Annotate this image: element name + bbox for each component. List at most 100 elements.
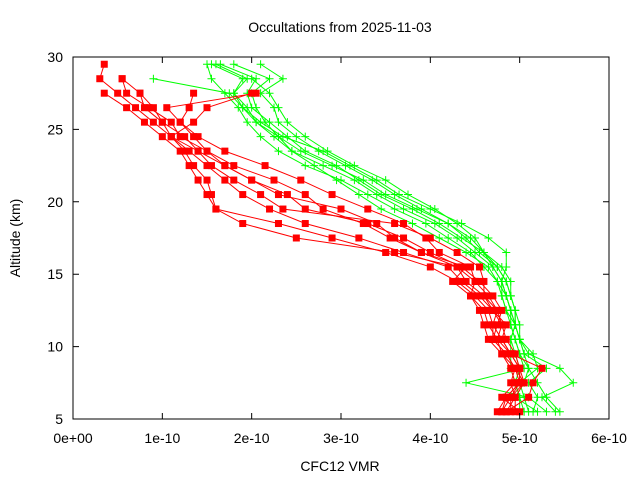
square-point xyxy=(511,379,519,387)
plus-point xyxy=(390,205,399,214)
plus-point xyxy=(520,349,529,358)
plus-point xyxy=(484,262,493,271)
square-point xyxy=(292,234,300,242)
square-point xyxy=(453,248,461,256)
y-axis-label: Altitude (km) xyxy=(7,199,23,278)
square-point xyxy=(176,133,184,141)
square-point xyxy=(400,248,408,256)
plus-point xyxy=(529,349,538,358)
square-point xyxy=(475,263,483,271)
square-point xyxy=(149,118,157,126)
green-series-3 xyxy=(149,74,551,416)
plus-point xyxy=(430,205,439,214)
square-point xyxy=(297,176,305,184)
y-tick-label: 20 xyxy=(47,194,63,210)
square-point xyxy=(230,162,238,170)
square-point xyxy=(422,234,430,242)
plus-point xyxy=(310,161,319,170)
square-point xyxy=(261,162,269,170)
square-point xyxy=(511,393,519,401)
square-point xyxy=(489,306,497,314)
square-point xyxy=(498,335,506,343)
plus-point xyxy=(471,234,479,242)
plus-point xyxy=(524,364,533,373)
square-point xyxy=(140,104,148,112)
square-point xyxy=(266,205,274,213)
plus-point xyxy=(265,74,274,83)
square-point xyxy=(480,306,488,314)
square-point xyxy=(194,147,202,155)
square-point xyxy=(185,147,193,155)
plus-point xyxy=(542,407,551,416)
plus-point xyxy=(301,132,310,141)
square-point xyxy=(190,162,198,170)
plus-point xyxy=(435,234,444,242)
square-point xyxy=(493,335,501,343)
square-point xyxy=(449,277,457,285)
plus-point xyxy=(332,161,341,170)
plus-point xyxy=(354,176,363,185)
x-tick-label: 4e-10 xyxy=(412,430,448,446)
square-point xyxy=(167,133,175,141)
green-series-line xyxy=(215,63,548,412)
square-point xyxy=(221,162,229,170)
square-point xyxy=(270,176,278,184)
square-point xyxy=(484,292,492,300)
square-point xyxy=(493,306,501,314)
square-point xyxy=(100,60,108,68)
square-point xyxy=(190,133,198,141)
plus-point xyxy=(332,176,341,185)
square-point xyxy=(132,104,140,112)
square-point xyxy=(230,176,238,184)
square-point xyxy=(507,393,515,401)
square-point xyxy=(498,408,506,416)
square-point xyxy=(239,220,247,228)
y-tick-label: 25 xyxy=(47,121,63,137)
square-point xyxy=(471,277,479,285)
plus-point xyxy=(502,248,511,257)
square-point xyxy=(475,277,483,285)
x-tick-label: 6e-10 xyxy=(591,430,627,446)
square-point xyxy=(283,191,291,199)
square-point xyxy=(163,104,171,112)
plus-point xyxy=(292,132,301,141)
square-point xyxy=(301,191,309,199)
plus-point xyxy=(247,103,256,112)
square-point xyxy=(502,393,510,401)
square-point xyxy=(462,277,470,285)
green-series-line xyxy=(251,78,539,412)
square-point xyxy=(391,248,399,256)
plus-point xyxy=(238,74,247,83)
square-point xyxy=(471,292,479,300)
square-point xyxy=(502,321,510,329)
square-point xyxy=(516,408,524,416)
plus-point xyxy=(511,306,520,315)
plus-point xyxy=(421,219,430,228)
square-point xyxy=(248,176,256,184)
square-point xyxy=(458,277,466,285)
plus-point xyxy=(274,103,283,112)
plus-point xyxy=(216,60,225,69)
square-point xyxy=(502,335,510,343)
square-point xyxy=(301,205,309,213)
square-point xyxy=(203,147,211,155)
square-point xyxy=(279,205,287,213)
plus-point xyxy=(395,190,404,199)
square-point xyxy=(426,234,434,242)
green-series-6 xyxy=(247,74,542,416)
square-point xyxy=(355,234,363,242)
plus-point xyxy=(435,219,444,228)
y-tick-label: 10 xyxy=(47,339,63,355)
square-point xyxy=(136,89,144,97)
green-series-1 xyxy=(211,60,551,416)
square-point xyxy=(207,162,215,170)
square-point xyxy=(516,379,524,387)
y-tick-label: 30 xyxy=(47,49,63,65)
red-series-line xyxy=(103,92,525,413)
square-point xyxy=(185,104,193,112)
plus-point xyxy=(493,277,502,286)
plus-point xyxy=(408,219,417,228)
square-point xyxy=(149,104,157,112)
red-series-2 xyxy=(118,75,546,416)
square-point xyxy=(511,350,519,358)
